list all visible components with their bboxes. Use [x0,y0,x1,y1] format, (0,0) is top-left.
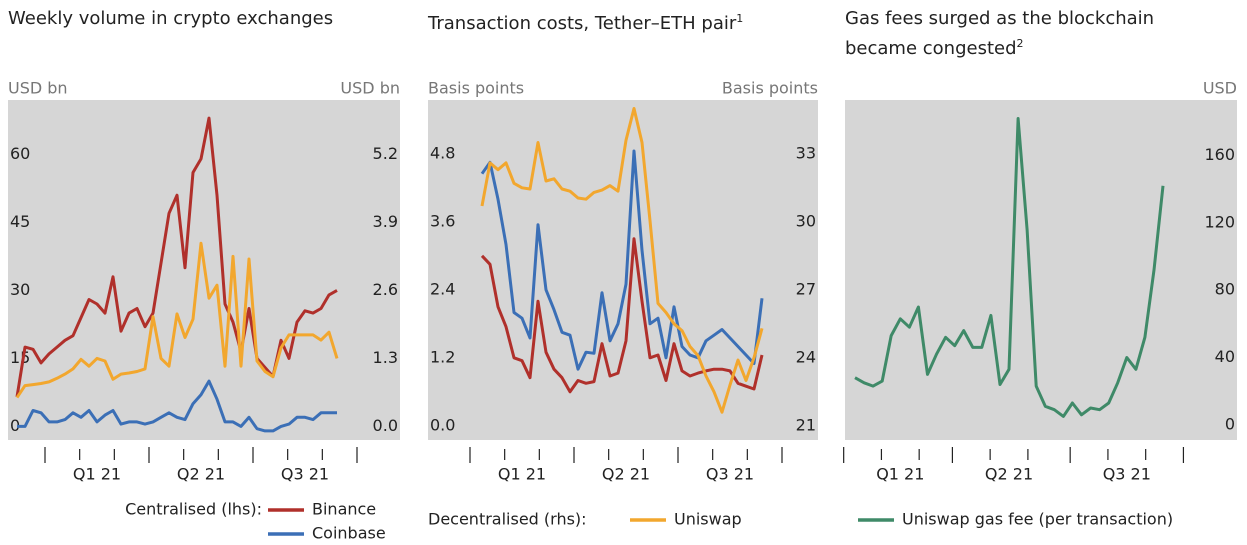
y2-tick-label: 160 [1204,145,1235,164]
chart-title: Gas fees surged as the blockchain became… [845,6,1205,61]
x-tick-label: Q3 21 [281,465,329,484]
chart-title: Weekly volume in crypto exchanges [8,6,368,31]
legend-label: Uniswap [674,510,742,529]
title-note: 1 [736,12,744,25]
y2-tick-label: 0.0 [373,416,398,435]
x-tick-label: Q3 21 [1103,465,1151,484]
y2-tick-label: 2.6 [373,280,398,299]
legend-label: Uniswap gas fee (per transaction) [902,510,1173,529]
y2-tick-label: 33 [796,143,816,162]
y-tick-label: 30 [10,280,30,299]
y-tick-label: 4.8 [430,143,455,162]
title-text: Weekly volume in crypto exchanges [8,8,334,29]
y2-tick-label: 5.2 [373,144,398,163]
title-text: Gas fees surged as the blockchain became… [845,8,1155,59]
x-tick-label: Q2 21 [602,465,650,484]
y-tick-label: 2.4 [430,279,455,298]
x-tick-label: Q2 21 [177,465,225,484]
legend-title: Decentralised (rhs): [428,510,587,529]
y2-tick-label: 3.9 [373,212,398,231]
series-line [480,237,764,394]
x-tick-label: Q3 21 [706,465,754,484]
y-tick-label: 45 [10,212,30,231]
y2-tick-label: 21 [796,415,816,434]
title-text: Transaction costs, Tether–ETH pair [428,13,737,34]
x-tick-label: Q1 21 [73,465,121,484]
y-tick-label: 1.2 [430,347,455,366]
y2-axis-label: USD bn [340,79,400,98]
y2-tick-label: 1.3 [373,348,398,367]
y-tick-label: 60 [10,144,30,163]
chart-title: Transaction costs, Tether–ETH pair1 [428,6,788,36]
title-note: 2 [1016,37,1024,50]
y-axis-label: USD bn [8,79,68,98]
legend-title: Centralised (lhs): [125,500,262,519]
y2-tick-label: 40 [1215,347,1235,366]
series-line [480,149,764,371]
y-tick-label: 0.0 [430,415,455,434]
plot-area [845,100,1237,440]
y-tick-label: 3.6 [430,211,455,230]
x-tick-label: Q1 21 [498,465,546,484]
y2-tick-label: 27 [796,279,816,298]
y2-tick-label: 80 [1215,280,1235,299]
y-tick-label: 15 [10,348,30,367]
y2-tick-label: 24 [796,347,816,366]
y2-tick-label: 120 [1204,212,1235,231]
series-line [854,117,1165,418]
y2-tick-label: 0 [1225,414,1235,433]
x-tick-label: Q2 21 [985,465,1033,484]
x-tick-label: Q1 21 [876,465,924,484]
legend-label: Coinbase [312,524,386,543]
y-axis-label: Basis points [428,79,524,98]
y2-tick-label: 30 [796,211,816,230]
y2-axis-label: Basis points [722,79,818,98]
legend-label: Binance [312,500,376,519]
y-tick-label: 0 [10,416,20,435]
series-line [480,107,764,414]
y2-axis-label: USD [1203,79,1237,98]
series-line [15,241,339,399]
series-line [17,379,337,433]
